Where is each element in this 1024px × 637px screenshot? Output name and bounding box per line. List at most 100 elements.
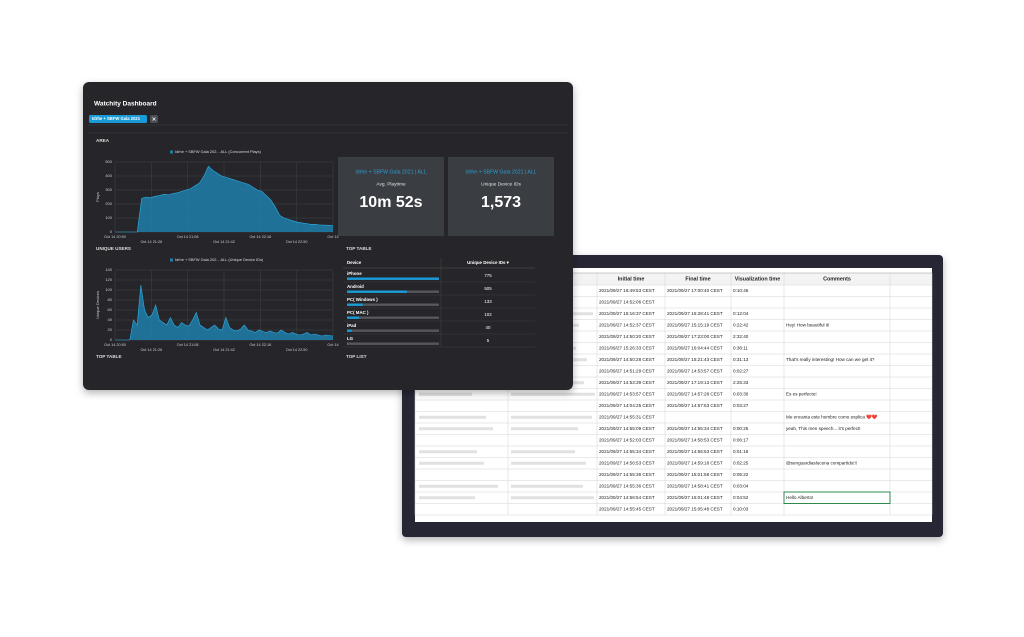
legend-swatch — [170, 258, 173, 262]
time-cell: 0:38:11 — [733, 345, 748, 350]
comment-cell: Hello Alberto! — [786, 495, 813, 500]
blurred-email — [511, 461, 586, 465]
device-bar — [347, 342, 348, 345]
filter-chip[interactable] — [89, 115, 147, 123]
time-cell: 2021/09/27 14:59:18 CEST — [667, 460, 723, 465]
device-bar — [347, 303, 363, 306]
column-header: Comments — [823, 276, 851, 282]
device-bar — [347, 316, 360, 319]
time-cell: 2021/09/27 14:56:54 CEST — [599, 495, 655, 500]
time-cell: 2021/09/27 17:00:40 CEST — [667, 288, 723, 293]
blurred-name — [419, 415, 486, 419]
time-cell: 2021/09/27 14:55:34 CEST — [599, 449, 655, 454]
time-cell: 2021/09/27 14:56:53 CEST — [667, 449, 723, 454]
blurred-email — [511, 392, 595, 396]
bar-track — [347, 316, 439, 319]
x-tick-label: Oct 14 21:08 — [177, 343, 199, 347]
y-tick-label: 0 — [110, 229, 113, 234]
x-tick-label: Oct 14 21:26 — [140, 348, 162, 352]
legend-label: Idrhe + SBFW Gala 202... ALL (Concurrent… — [175, 149, 262, 154]
area-line — [115, 284, 334, 341]
x-tick-label: Oct 14 21:08 — [177, 235, 199, 239]
time-cell: 2021/09/27 14:55:34 CEST — [667, 426, 723, 431]
time-cell: 2021/09/27 14:52:37 CEST — [599, 322, 655, 327]
blurred-email — [511, 450, 575, 454]
blurred-email — [511, 484, 583, 488]
device-name: LG — [347, 336, 354, 341]
bar-track — [347, 303, 439, 306]
area-fill — [115, 166, 333, 232]
blurred-email — [511, 415, 592, 419]
time-cell: 2021/09/27 14:52:03 CEST — [599, 437, 655, 442]
time-cell: 2021/09/27 14:57:28 CEST — [667, 391, 723, 396]
time-cell: 2021/09/27 14:04:25 CEST — [599, 403, 655, 408]
x-tick-label: Oct 14 21:26 — [140, 240, 162, 244]
y-axis-label: Plays — [95, 192, 100, 202]
selected-cell[interactable] — [783, 491, 891, 504]
time-cell: 0:03:04 — [733, 483, 749, 488]
x-tick-label: Oct 14 20:50 — [104, 235, 126, 239]
device-count: 5 — [487, 338, 490, 343]
x-tick-label: Oct 14 22:16 — [249, 235, 271, 239]
time-cell: 2021/09/27 15:05:48 CEST — [667, 506, 723, 511]
time-cell: 2021/09/27 16:49:53 CEST — [599, 288, 655, 293]
device-count: 102 — [484, 312, 492, 317]
time-cell: 2021/09/27 15:01:48 CEST — [667, 495, 723, 500]
device-count: 40 — [486, 325, 491, 330]
section-title: TOP TABLE — [96, 354, 122, 359]
x-tick-label: Oct 14 — [327, 343, 338, 347]
time-cell: 2021/09/27 14:53:57 CEST — [667, 368, 723, 373]
time-cell: 2021/09/27 14:55:45 CEST — [599, 506, 655, 511]
time-cell: 0:02:27 — [733, 368, 749, 373]
time-cell: 0:01:16 — [733, 449, 749, 454]
comment-cell: Me encanta este hombre como explica ❤️❤️ — [786, 413, 878, 419]
time-cell: 2021/09/27 14:55:31 CEST — [599, 414, 655, 419]
dashboard-window: Watchity Dashboard Idrhe + SBFW Gala 2021… — [83, 82, 573, 390]
column-header: Visualization time — [735, 276, 780, 282]
time-cell: 2021/09/27 14:51:29 CEST — [599, 368, 655, 373]
x-tick-label: Oct 14 22:16 — [249, 343, 271, 347]
x-tick-label: Oct 14 22:50 — [286, 240, 308, 244]
time-cell: 2021/09/27 14:55:36 CEST — [599, 472, 655, 477]
time-cell: 0:04:52 — [733, 495, 749, 500]
section-title: TOP TABLE — [346, 246, 372, 251]
device-name: PC( MAC ) — [347, 310, 369, 315]
time-cell: 0:03:30 — [733, 391, 749, 396]
filter-label: Idrhe + SBFW Gala 2021 — [92, 116, 141, 121]
area-fill — [115, 285, 333, 340]
column-header: Initial time — [618, 276, 645, 282]
legend-label: Idrhe + SBFW Gala 202... ALL (Unique Dev… — [175, 257, 264, 262]
comment-cell: @senguardiaslucena compartido!!! — [786, 460, 857, 465]
device-bar — [347, 329, 352, 332]
card-value: 10m 52s — [359, 194, 422, 211]
y-tick-label: 60 — [108, 307, 113, 312]
time-cell: 2021/09/27 14:56:53 CEST — [599, 460, 655, 465]
comment-cell: Hey! How beautiful it! — [786, 322, 829, 327]
y-tick-label: 120 — [105, 277, 112, 282]
card-title: Idrhe + SBFW Gala 2021 | ALL — [465, 169, 536, 175]
y-tick-label: 300 — [105, 187, 112, 192]
time-cell: 0:10:03 — [733, 506, 749, 511]
blurred-name — [419, 392, 472, 396]
time-cell: 2021/09/27 16:04:44 CEST — [667, 345, 723, 350]
time-cell: 2021/09/27 15:15:19 CEST — [667, 322, 723, 327]
dashboard-title: Watchity Dashboard — [94, 101, 157, 108]
time-cell: 2021/09/27 14:53:57 CEST — [599, 391, 655, 396]
x-tick-label: Oct 14 21:42 — [213, 240, 235, 244]
time-cell: 0:12:04 — [733, 311, 749, 316]
time-cell: 2021/09/27 15:21:43 CEST — [667, 357, 723, 362]
time-cell: 2021/09/27 14:50:28 CEST — [599, 357, 655, 362]
legend-swatch — [170, 150, 173, 154]
time-cell: 0:02:25 — [733, 460, 749, 465]
card-value: 1,573 — [481, 194, 521, 211]
time-cell: 2021/09/27 14:58:53 CEST — [667, 437, 723, 442]
section-title: UNIQUE USERS — [96, 246, 131, 251]
x-tick-label: Oct 14 21:42 — [213, 348, 235, 352]
time-cell: 2021/09/27 17:19:13 CEST — [667, 380, 723, 385]
time-cell: 2021/09/27 14:55:09 CEST — [599, 426, 655, 431]
comment-cell: That's really interesting! How can we ge… — [786, 357, 875, 362]
close-icon — [152, 117, 156, 121]
blurred-name — [419, 427, 493, 431]
table-header: Unique Device IDs ▾ — [467, 260, 510, 265]
